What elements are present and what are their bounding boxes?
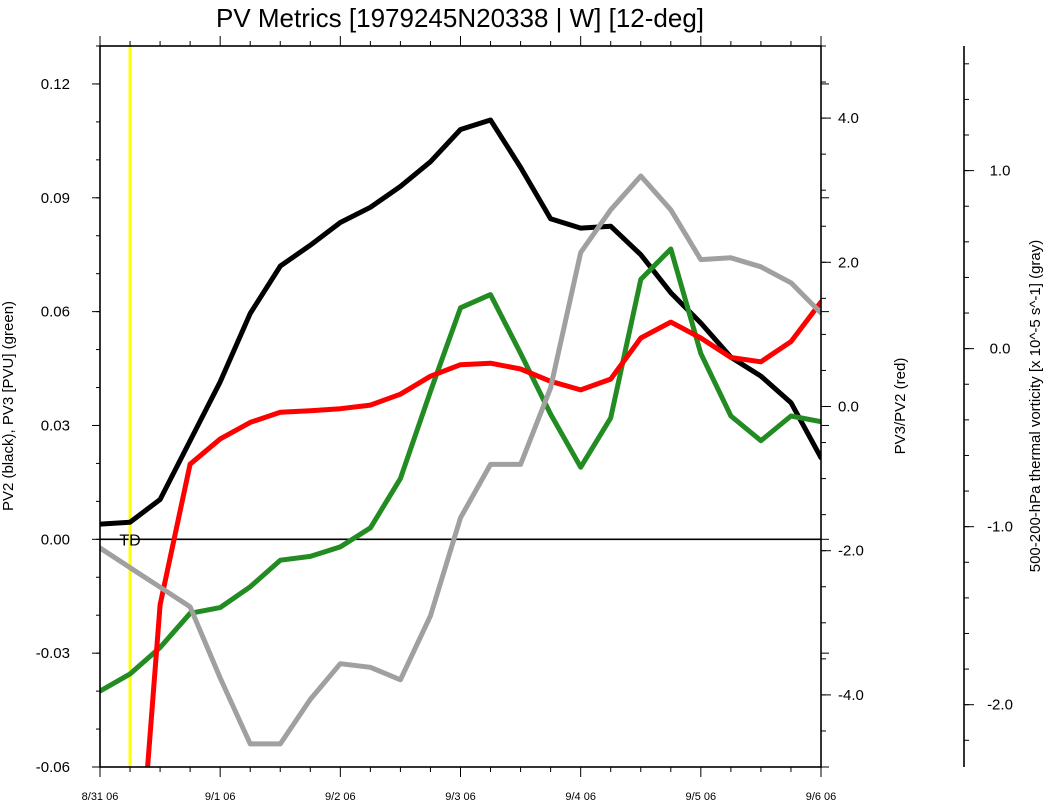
- left-tick-label: 0.06: [41, 304, 70, 321]
- left-tick-label: 0.09: [41, 190, 70, 207]
- left-axis-title: PV2 (black), PV3 [PVU] (green): [0, 301, 17, 511]
- right-tick-label: 2.0: [838, 254, 859, 271]
- series-line-1: [100, 246, 821, 694]
- right-axis-title: PV3/PV2 (red): [892, 358, 909, 455]
- x-tick-label: 9/2 06: [325, 791, 356, 803]
- far-right-tick-label: 1.0: [990, 163, 1011, 180]
- right-tick-label: -4.0: [838, 687, 864, 704]
- far-right-tick-label: 0.0: [990, 341, 1011, 358]
- series-line-2: [145, 299, 821, 767]
- x-tick-label: 9/6 06: [806, 791, 837, 803]
- far-right-axis: 1.0 0.0 -1.0 -2.0: [963, 46, 1013, 767]
- chart-title: PV Metrics [1979245N20338 | W] [12-deg]: [216, 3, 704, 33]
- td-annotation: TD: [119, 532, 140, 549]
- x-axis: 8/31 06 9/1 06 9/2 06 9/3 06 9/4 06 9/5 06 9/6…: [82, 36, 837, 803]
- right-tick-label: 0.0: [838, 399, 859, 416]
- left-tick-label: -0.03: [36, 645, 70, 662]
- series-line-3: [100, 173, 821, 747]
- right-tick-label: -2.0: [838, 543, 864, 560]
- left-axis: 0.12 0.09 0.06 0.03 0.00 -0.03 -0.06: [36, 45, 829, 776]
- left-tick-label: 0.03: [41, 417, 70, 434]
- series-line-0: [100, 117, 821, 527]
- left-tick-label: 0.00: [41, 531, 70, 548]
- x-tick-label: 9/3 06: [445, 791, 476, 803]
- x-tick-label: 9/4 06: [565, 791, 596, 803]
- x-tick-label: 8/31 06: [82, 791, 119, 803]
- left-tick-label: -0.06: [36, 759, 70, 776]
- far-right-axis-title: 500-200-hPa thermal vorticity [x 10^-5 s…: [1027, 240, 1044, 573]
- far-right-tick-label: -1.0: [987, 519, 1013, 536]
- right-axis: 4.0 2.0 0.0 -2.0 -4.0: [821, 45, 864, 768]
- x-tick-label: 9/5 06: [686, 791, 717, 803]
- left-tick-label: 0.12: [41, 76, 70, 93]
- far-right-tick-label: -2.0: [987, 697, 1013, 714]
- right-tick-label: 4.0: [838, 110, 859, 127]
- x-tick-label: 9/1 06: [205, 791, 236, 803]
- plot-area: TD: [100, 46, 821, 767]
